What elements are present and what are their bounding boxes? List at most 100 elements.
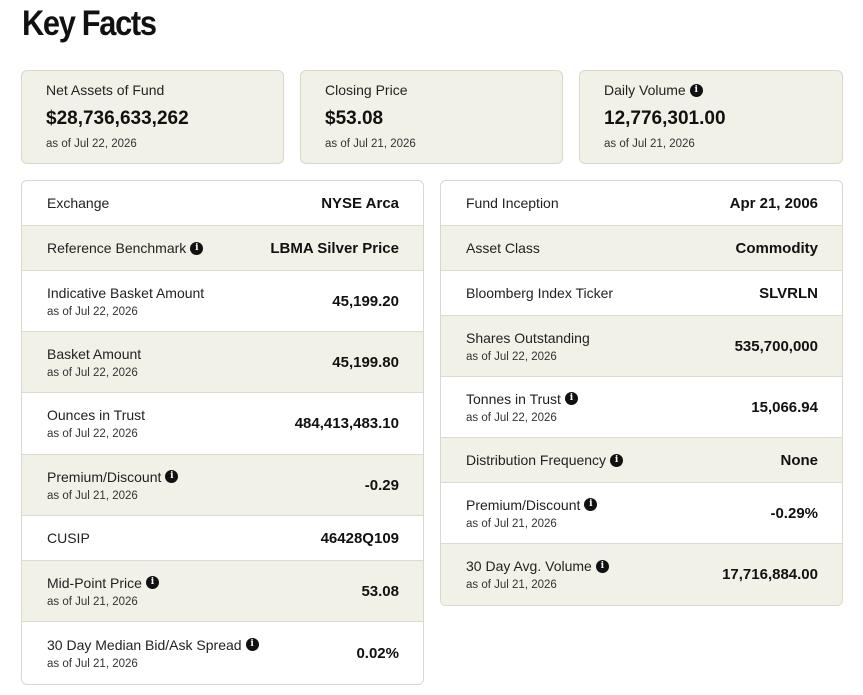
fact-value: 45,199.80: [332, 353, 399, 371]
fact-label-row: Premium/Discount i: [47, 468, 179, 485]
fact-label-row: Indicative Basket Amount: [47, 285, 204, 301]
info-icon[interactable]: i: [584, 498, 598, 511]
fact-label-row: Premium/Discount i: [466, 496, 598, 513]
fact-row: 30 Day Median Bid/Ask Spread i as of Jul 2…: [22, 622, 423, 684]
fact-label-row: 30 Day Avg. Volume i: [466, 558, 609, 574]
card-closing-price: Closing Price $53.08 as of Jul 21, 2026: [300, 70, 563, 164]
fact-label-group: Premium/Discount i as of Jul 21, 2026: [466, 496, 598, 530]
fact-label-group: CUSIP: [47, 530, 90, 546]
fact-as-of: as of Jul 22, 2026: [47, 428, 138, 440]
fact-label-group: Shares Outstanding as of Jul 22, 2026: [466, 330, 590, 363]
card-net-assets: Net Assets of Fund $28,736,633,262 as of…: [21, 70, 284, 164]
fact-value: 45,199.20: [332, 292, 399, 310]
fact-value: None: [780, 451, 819, 469]
card-value: 12,776,301.00: [604, 108, 726, 129]
fact-as-of: as of Jul 22, 2026: [466, 350, 557, 363]
fact-label-row: Bloomberg Index Ticker: [466, 285, 613, 301]
fact-value: SLVRLN: [759, 284, 818, 302]
fact-label-group: Distribution Frequency i: [466, 452, 624, 468]
fact-label-row: CUSIP: [47, 530, 90, 546]
fact-as-of: as of Jul 22, 2026: [47, 305, 138, 318]
fact-label: Asset Class: [466, 240, 540, 256]
fact-value: NYSE Arca: [321, 194, 399, 212]
fact-label: Tonnes in Trust: [466, 390, 561, 407]
fact-value: -0.29%: [770, 504, 818, 522]
card-label: Daily Volume: [604, 82, 686, 98]
fact-label-row: Reference Benchmark i: [47, 240, 204, 256]
card-as-of: as of Jul 21, 2026: [604, 138, 695, 150]
info-icon[interactable]: i: [564, 392, 578, 405]
fact-row: Fund Inception Apr 21, 2006: [441, 181, 842, 226]
fact-label-row: Exchange: [47, 195, 109, 211]
card-as-of: as of Jul 21, 2026: [325, 138, 416, 150]
card-as-of: as of Jul 22, 2026: [46, 138, 137, 150]
fact-label: Premium/Discount: [47, 468, 162, 485]
fact-label-row: Shares Outstanding: [466, 330, 590, 346]
info-icon[interactable]: i: [145, 576, 159, 589]
fact-label-group: Tonnes in Trust i as of Jul 22, 2026: [466, 391, 578, 424]
fact-label-group: Ounces in Trust as of Jul 22, 2026: [47, 407, 145, 440]
fact-label: Indicative Basket Amount: [47, 284, 205, 301]
fact-row: Tonnes in Trust i as of Jul 22, 2026 15,066…: [441, 377, 842, 438]
fact-label: Premium/Discount: [466, 496, 581, 513]
summary-cards: Net Assets of Fund $28,736,633,262 as of…: [21, 70, 843, 164]
fact-row: Basket Amount as of Jul 22, 2026 45,199.80: [22, 332, 423, 393]
fact-label-group: Asset Class: [466, 240, 540, 256]
card-daily-volume: Daily Volume i 12,776,301.00 as of Jul 2…: [579, 70, 843, 164]
fact-label-group: Indicative Basket Amount as of Jul 22, 20…: [47, 285, 204, 318]
card-label-row: Daily Volume i: [604, 81, 842, 99]
fact-label-row: Distribution Frequency i: [466, 452, 624, 468]
fact-row: Indicative Basket Amount as of Jul 22, 20…: [22, 271, 423, 332]
fact-row: Asset Class Commodity: [441, 226, 842, 271]
fact-label-group: Reference Benchmark i: [47, 240, 204, 256]
info-icon[interactable]: i: [245, 638, 259, 651]
info-icon[interactable]: i: [165, 470, 179, 483]
fact-label-row: Asset Class: [466, 240, 540, 256]
fact-label: Ounces in Trust: [47, 407, 146, 423]
fact-label: Distribution Frequency: [466, 452, 607, 468]
info-icon[interactable]: i: [595, 559, 609, 573]
fact-value: 46428Q109: [320, 529, 399, 547]
info-icon[interactable]: i: [610, 453, 624, 467]
info-icon[interactable]: i: [190, 241, 204, 255]
fact-label-group: Mid-Point Price i as of Jul 21, 2026: [47, 575, 159, 608]
fact-value: LBMA Silver Price: [270, 239, 399, 257]
fact-label-group: Basket Amount as of Jul 22, 2026: [47, 346, 141, 379]
fact-label-group: Bloomberg Index Ticker: [466, 285, 613, 301]
fact-value: 484,413,483.10: [294, 415, 399, 432]
info-icon[interactable]: i: [689, 83, 703, 97]
fact-label: Reference Benchmark: [47, 240, 187, 256]
key-facts-right-table: Fund Inception Apr 21, 2006 Asset Class Com…: [440, 180, 843, 606]
fact-row: Exchange NYSE Arca: [22, 181, 423, 226]
fact-value: 17,716,884.00: [722, 566, 818, 583]
fact-row: CUSIP 46428Q109: [22, 516, 423, 561]
fact-label-row: Mid-Point Price i: [47, 575, 159, 591]
fact-as-of: as of Jul 22, 2026: [47, 366, 138, 379]
fact-value: 53.08: [361, 582, 399, 600]
card-label: Closing Price: [325, 82, 408, 98]
fact-label: Shares Outstanding: [466, 329, 590, 346]
fact-value: 0.02%: [356, 644, 399, 662]
fact-label: 30 Day Median Bid/Ask Spread: [47, 636, 242, 653]
fact-label: 30 Day Avg. Volume: [466, 558, 592, 574]
fact-row: Mid-Point Price i as of Jul 21, 2026 53.08: [22, 561, 423, 622]
fact-as-of: as of Jul 21, 2026: [47, 489, 138, 502]
card-value: $53.08: [325, 108, 384, 129]
fact-as-of: as of Jul 21, 2026: [466, 579, 557, 591]
fact-value: 535,700,000: [734, 337, 818, 355]
fact-label: Exchange: [47, 195, 110, 211]
fact-as-of: as of Jul 21, 2026: [466, 517, 557, 530]
fact-label-row: Basket Amount: [47, 346, 141, 362]
fact-label-row: Tonnes in Trust i: [466, 391, 578, 407]
fact-row: Premium/Discount i as of Jul 21, 2026 -0.29…: [441, 483, 842, 544]
card-value: $28,736,633,262: [46, 108, 189, 129]
fact-value: -0.29: [364, 476, 399, 494]
key-facts-left-table: Exchange NYSE Arca Reference Benchmark i LBM…: [21, 180, 424, 685]
fact-label-row: 30 Day Median Bid/Ask Spread i: [47, 637, 259, 653]
fact-label-group: Premium/Discount i as of Jul 21, 2026: [47, 468, 179, 502]
fact-row: Shares Outstanding as of Jul 22, 2026 535,…: [441, 316, 842, 377]
fact-value: Apr 21, 2006: [729, 194, 818, 212]
fact-value: Commodity: [735, 239, 819, 257]
fact-row: Distribution Frequency i None: [441, 438, 842, 483]
fact-row: Reference Benchmark i LBMA Silver Price: [22, 226, 423, 271]
